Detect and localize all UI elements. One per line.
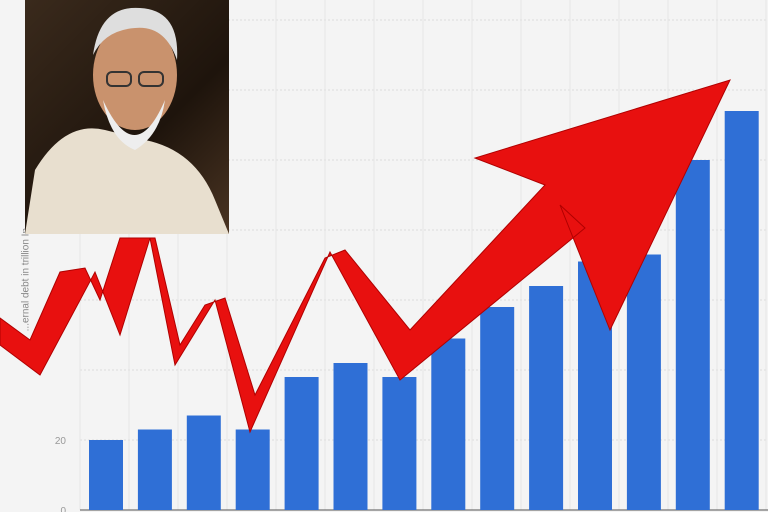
y-tick-label: 0 [60,506,66,512]
bar [626,254,661,510]
bar [529,286,564,510]
y-tick-label: 20 [55,436,67,447]
bar [675,160,710,510]
portrait-photo [25,0,229,234]
portrait-image [25,7,229,234]
bar [480,307,515,510]
y-axis-label: ...ernal debt in trillion In... [20,219,32,332]
bar [235,429,270,510]
bar [284,377,319,510]
bar [333,363,368,510]
bar [382,377,417,510]
bar [137,429,172,510]
bar [186,415,221,510]
bar [724,111,759,510]
bar [89,440,123,510]
bar [431,338,466,510]
bar [578,261,612,510]
